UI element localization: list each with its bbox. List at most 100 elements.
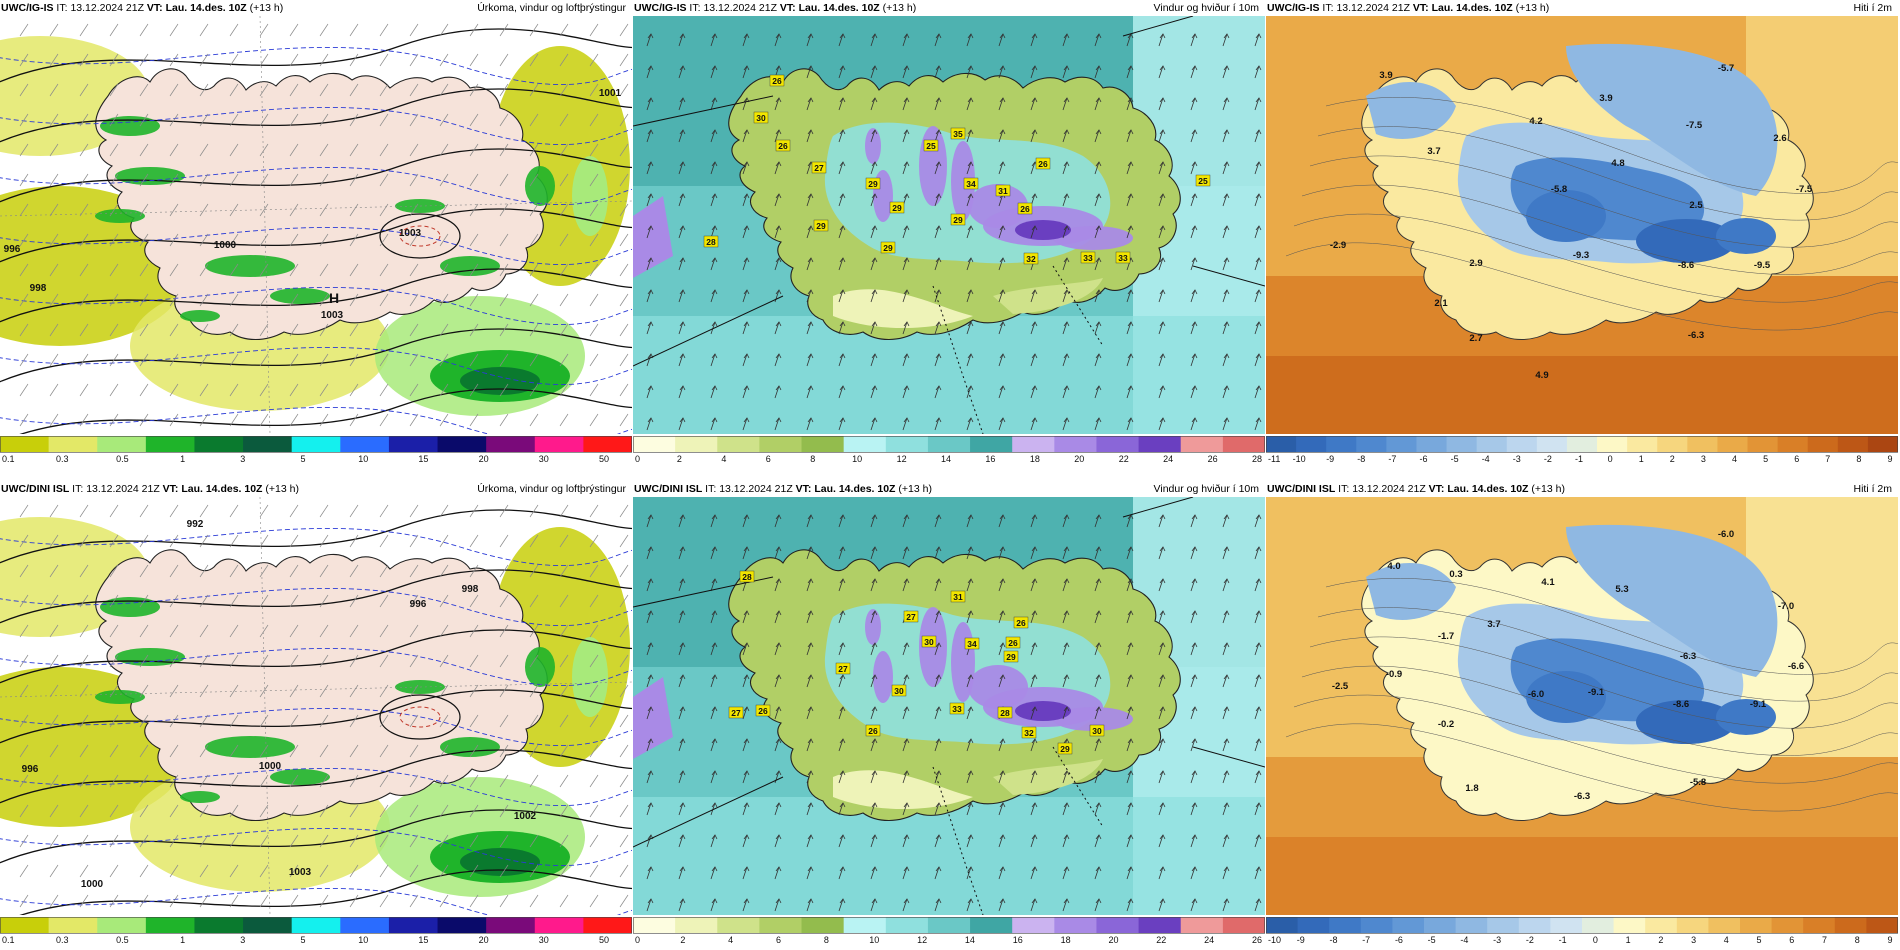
colorbar-swatch — [145, 436, 195, 452]
gust-label-box — [1003, 650, 1019, 663]
colorbar-swatch — [1582, 917, 1615, 933]
colorbar-swatch — [340, 917, 390, 933]
map-area: 1003 992 996 998 1000 1000 996 1002 — [0, 497, 632, 915]
temperature-label: -5.8 — [1551, 184, 1567, 195]
model-name: UWC/IG-IS — [634, 2, 687, 14]
gust-label: 31 — [953, 592, 963, 602]
temperature-label: -9.1 — [1588, 687, 1605, 698]
colorbar-tick: 1 — [180, 935, 185, 945]
vt-value: Lau. 14.des. 10Z — [165, 2, 247, 14]
weather-map-svg: 1003 992 996 998 1000 1000 996 1002 — [0, 497, 632, 915]
colorbar-swatch — [0, 917, 50, 933]
gust-label-box — [769, 74, 785, 87]
temperature-label: 4.2 — [1529, 116, 1542, 127]
gust-label-box — [950, 213, 966, 226]
colorbar-swatch — [97, 917, 147, 933]
gust-label: 34 — [967, 639, 977, 649]
gust-label: 29 — [816, 221, 826, 231]
colorbar-swatch — [927, 436, 971, 452]
colorbar-swatch — [1297, 917, 1330, 933]
lead-time: (+13 h) — [1515, 2, 1550, 14]
gust-label: 26 — [1016, 618, 1026, 628]
it-label: IT: — [1322, 2, 1334, 14]
colorbar-swatch — [48, 436, 98, 452]
colorbar-tick: -1 — [1559, 935, 1567, 945]
panel-temp-dini: UWC/DINI ISL IT: 13.12.2024 21Z VT: Lau.… — [1266, 481, 1898, 945]
colorbar-swatch — [437, 917, 487, 933]
isobar-label: 996 — [410, 599, 427, 610]
colorbar-tick: 22 — [1119, 454, 1129, 464]
colorbar-swatch — [717, 917, 760, 933]
colorbar-swatch — [1329, 917, 1362, 933]
colorbar-tick: 0.3 — [56, 935, 69, 945]
temperature-label: -6.0 — [1718, 529, 1734, 540]
gust-label-box — [1035, 157, 1051, 170]
lead-time: (+13 h) — [882, 2, 917, 14]
temperature-label: -5.7 — [1718, 63, 1734, 74]
colorbar-swatch — [243, 917, 293, 933]
colorbar-swatch — [1096, 917, 1140, 933]
colorbar-swatch — [1834, 917, 1867, 933]
gust-label: 25 — [926, 141, 936, 151]
colorbar-swatch — [1837, 436, 1869, 452]
colorbar-tick: 16 — [1013, 935, 1023, 945]
gust-label: 29 — [1006, 652, 1016, 662]
gust-label-box — [753, 111, 769, 124]
colorbar-swatch — [1360, 917, 1393, 933]
colorbar-swatch — [1138, 436, 1182, 452]
colorbar-swatch — [1455, 917, 1488, 933]
colorbar-swatch — [1771, 917, 1804, 933]
colorbar-swatch — [970, 917, 1013, 933]
colorbar-tick: 20 — [479, 935, 489, 945]
colorbar-tick: 20 — [1108, 935, 1118, 945]
colorbar-tick: 6 — [776, 935, 781, 945]
colorbar-swatch — [1740, 917, 1773, 933]
vt-label: VT: — [162, 483, 179, 495]
colorbar-swatch — [486, 917, 536, 933]
model-name: UWC/IG-IS — [1, 2, 54, 14]
gust-label: 30 — [756, 113, 766, 123]
temperature-label: 2.7 — [1469, 333, 1482, 344]
temperature-label: 4.8 — [1611, 158, 1624, 169]
field-title: Vindur og hviður í 10m — [1153, 483, 1259, 495]
isobar-label: 1003 — [289, 867, 312, 878]
isobar-label: 1001 — [599, 88, 622, 99]
colorbar-tick: 0.1 — [2, 935, 15, 945]
isobar-label: 998 — [30, 283, 47, 294]
temperature-label: -6.0 — [1528, 689, 1544, 700]
colorbar-swatch — [1180, 917, 1224, 933]
colorbar-swatch — [1645, 917, 1678, 933]
gust-label-box — [963, 177, 979, 190]
colorbar-tick: 3 — [1691, 935, 1696, 945]
colorbar-swatch — [801, 917, 845, 933]
temperature-label: 1.8 — [1465, 783, 1478, 794]
colorbar-tick: -5 — [1451, 454, 1459, 464]
colorbar-swatch — [1566, 436, 1598, 452]
model-name: UWC/DINI ISL — [1, 483, 70, 495]
temperature-label: -5.8 — [1690, 777, 1706, 788]
gust-label-box — [964, 637, 980, 650]
colorbar-swatch — [1054, 436, 1097, 452]
it-label: IT: — [689, 2, 701, 14]
vt-value: Lau. 14.des. 10Z — [814, 483, 896, 495]
colorbar-swatch — [801, 436, 845, 452]
it-value: 13.12.2024 21Z — [703, 2, 777, 14]
colorbar-swatch — [1356, 436, 1387, 452]
gust-label: 25 — [1198, 176, 1208, 186]
colorbar-swatch — [1012, 436, 1055, 452]
colorbar-swatch — [194, 436, 244, 452]
colorbar-tick: 0.5 — [116, 454, 129, 464]
gust-label: 28 — [1000, 708, 1010, 718]
colorbar-tick: 20 — [1074, 454, 1084, 464]
isobar-label: 1000 — [81, 879, 104, 890]
temperature-label: 3.9 — [1599, 93, 1612, 104]
gust-label-box — [891, 684, 907, 697]
gust-label: 30 — [894, 686, 904, 696]
vt-label: VT: — [1428, 483, 1445, 495]
gust-label-box — [728, 706, 744, 719]
colorbar-tick: 8 — [824, 935, 829, 945]
colorbar-tick: 2 — [1670, 454, 1675, 464]
panel-precip-igis: UWC/IG-IS IT: 13.12.2024 21Z VT: Lau. 14… — [0, 0, 632, 464]
panel-wind-dini: UWC/DINI ISL IT: 13.12.2024 21Z VT: Lau.… — [633, 481, 1265, 945]
colorbar-swatch — [1777, 436, 1809, 452]
